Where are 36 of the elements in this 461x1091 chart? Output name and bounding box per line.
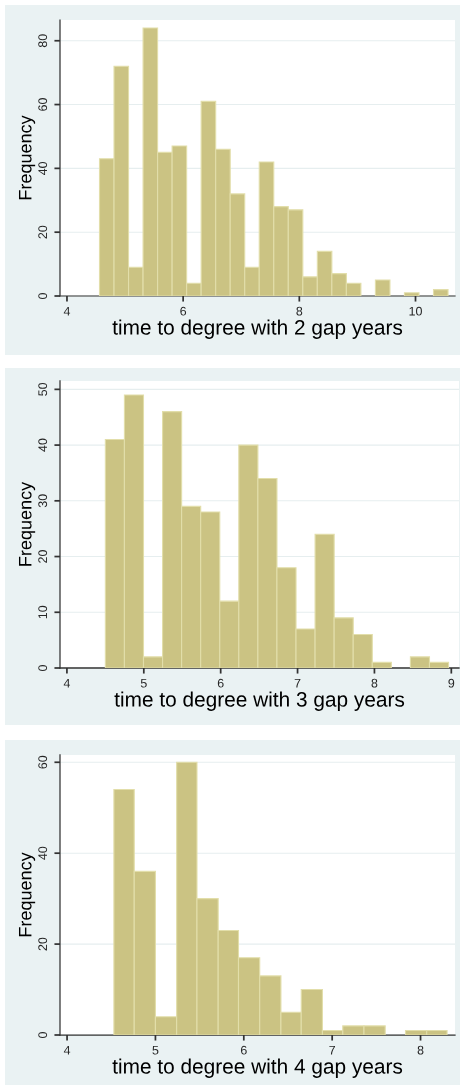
x-tick-label: 4 [63,1045,71,1055]
y-tick-label: 40 [38,161,48,176]
y-tick-label: 50 [38,382,48,396]
y-tick-label: 60 [38,98,48,111]
x-tick-label: 8 [296,306,303,316]
x-tick-label: 5 [140,678,147,688]
x-tick-label: 7 [329,1045,336,1055]
x-tick-label: 10 [409,306,422,316]
x-tick-label: 6 [240,1045,247,1055]
y-tick-label: 30 [38,494,48,508]
y-tick-label: 20 [38,937,48,951]
x-tick-label: 8 [417,1045,424,1055]
x-tick-label: 4 [63,306,71,316]
x-tick-label: 7 [294,678,301,688]
y-tick-label: 0 [38,293,48,299]
x-tick-label: 8 [371,678,378,688]
x-axis-title: time to degree with 3 gap years [114,691,405,711]
x-axis-title: time to degree with 4 gap years [112,1058,403,1078]
y-axis-title: Frequency [18,852,36,937]
y-tick-label: 60 [38,755,48,769]
y-tick-label: 10 [38,605,48,619]
y-axis-title: Frequency [18,481,36,566]
y-tick-label: 40 [38,438,48,452]
y-tick-label: 40 [38,846,48,860]
x-tick-label: 9 [448,678,455,688]
x-tick-label: 6 [180,306,187,316]
y-tick-label: 20 [38,550,48,563]
y-tick-label: 0 [38,665,48,671]
x-tick-label: 4 [63,678,71,688]
y-tick-label: 0 [38,1032,48,1038]
y-tick-label: 80 [38,34,48,48]
y-axis-title: Frequency [18,115,36,200]
y-tick-label: 20 [38,225,48,239]
x-tick-label: 5 [152,1045,159,1055]
x-axis-title: time to degree with 2 gap years [112,319,403,339]
x-tick-label: 6 [217,678,224,688]
